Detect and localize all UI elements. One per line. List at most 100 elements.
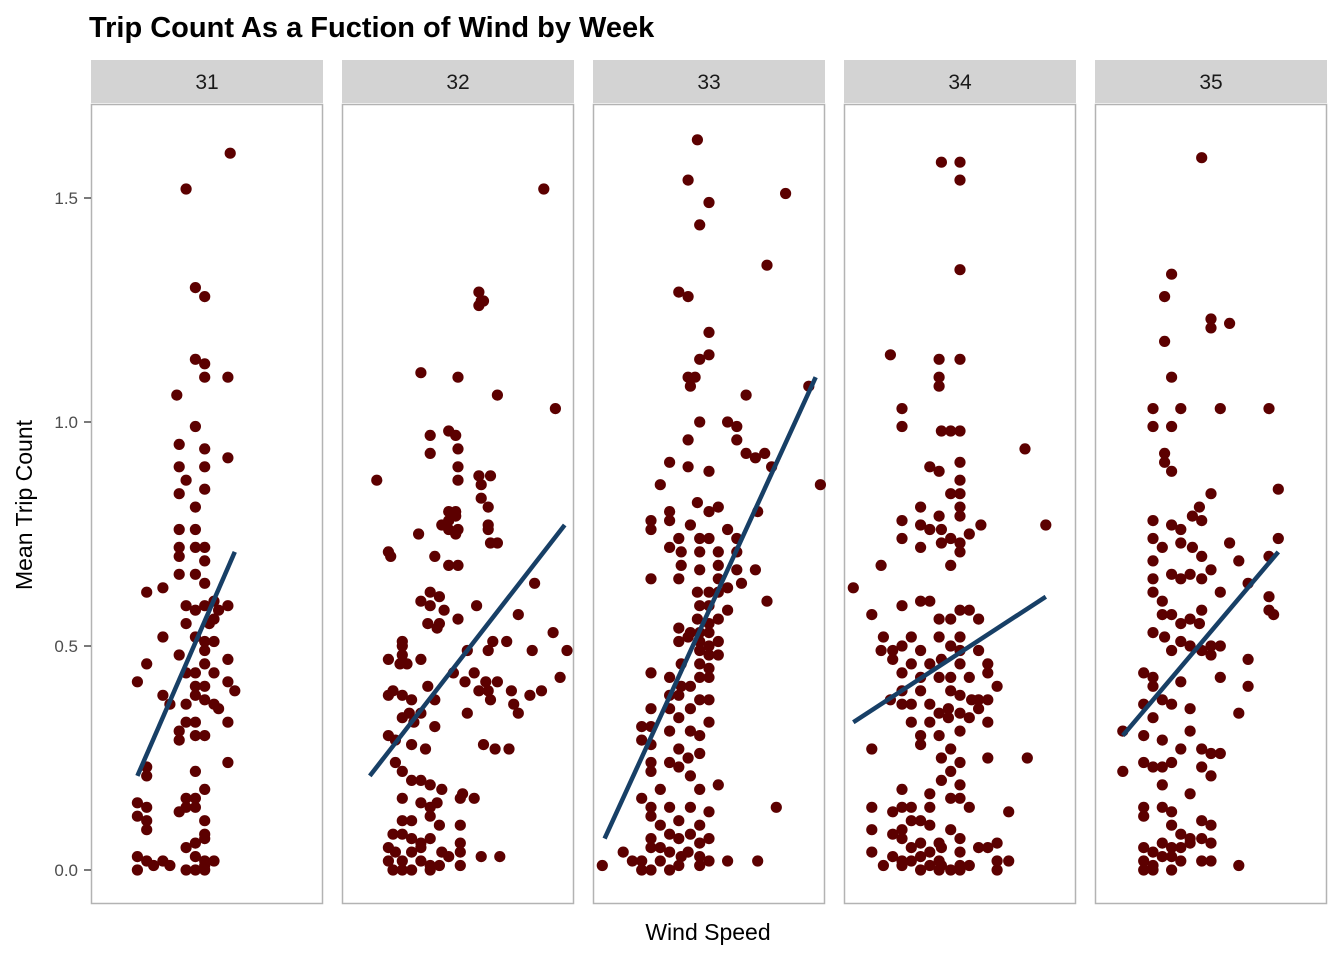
data-point [131,864,143,876]
data-point [148,859,160,872]
data-point [222,371,234,383]
data-point [877,859,890,872]
data-point [722,582,734,594]
data-point [1166,819,1178,831]
data-point [963,528,975,540]
data-point [482,685,494,697]
data-point [945,425,957,437]
y-axis-label: Mean Trip Count [11,419,37,590]
data-point [401,658,413,670]
data-point [422,618,434,630]
data-point [396,864,408,876]
data-point [1166,568,1178,580]
data-point [1233,859,1245,872]
data-point [424,600,436,612]
data-point [982,658,994,670]
data-point [454,859,466,872]
data-point [945,743,957,755]
data-point [199,555,211,567]
data-point [896,833,908,845]
data-point [189,792,201,804]
data-point [935,156,948,168]
data-point [213,703,225,715]
data-point [694,783,706,796]
data-point [884,349,897,361]
data-point [199,694,211,706]
data-point [945,765,957,778]
data-point [1156,837,1168,849]
data-point [1147,680,1159,692]
data-point [1156,761,1168,773]
data-point [1242,680,1254,692]
data-point [1214,671,1226,684]
data-point [905,658,917,670]
data-point [1272,483,1284,495]
data-point [1175,828,1187,840]
data-point [896,403,908,415]
data-point [887,653,899,666]
data-point [954,792,966,804]
data-point [645,864,657,876]
data-point [396,712,408,724]
facets-group: 31 32 33 34 35 [90,60,1328,905]
data-point [524,689,536,701]
data-point [682,291,694,303]
data-point [433,859,445,872]
data-point [954,174,966,186]
data-point [703,326,715,338]
data-point [915,730,927,742]
data-point [954,707,966,719]
data-point [875,644,887,657]
data-point [945,792,957,804]
data-point [896,640,908,652]
facet-strip-label: 34 [948,71,972,94]
data-point [945,824,957,836]
data-point [636,792,648,804]
data-point [684,801,697,813]
data-point [199,443,211,455]
data-point [915,501,927,513]
data-point [406,846,418,858]
data-point [954,546,966,558]
data-point [691,134,704,146]
data-point [1175,743,1187,755]
data-point [1159,335,1171,347]
data-point [915,815,927,827]
data-point [1147,403,1159,415]
data-point [199,483,211,495]
data-point [487,635,499,648]
data-point [1147,627,1159,639]
data-point [1040,519,1052,531]
data-point [180,618,192,630]
data-points [371,183,573,876]
facet-panel-31: 31 [90,60,324,905]
data-point [935,752,948,764]
data-point [387,864,399,876]
chart-title: Trip Count As a Fuction of Wind by Week [89,12,655,44]
data-point [1196,815,1208,827]
data-point [905,716,917,728]
data-point [173,461,185,473]
data-point [224,147,236,159]
data-point [933,613,945,625]
data-point [431,622,443,634]
data-point [1147,712,1159,724]
data-point [954,501,966,513]
data-point [173,550,185,563]
data-point [896,824,908,836]
data-point [141,658,153,670]
data-point [636,734,648,746]
data-point [538,183,550,195]
data-point [982,694,994,706]
data-point [199,461,211,473]
data-point [222,653,234,666]
data-point [712,559,724,572]
data-point [675,851,687,863]
data-point [924,595,936,607]
data-point [945,559,957,572]
data-point [199,680,211,692]
data-point [935,842,948,854]
data-point [1205,819,1217,831]
data-point [1205,770,1217,782]
